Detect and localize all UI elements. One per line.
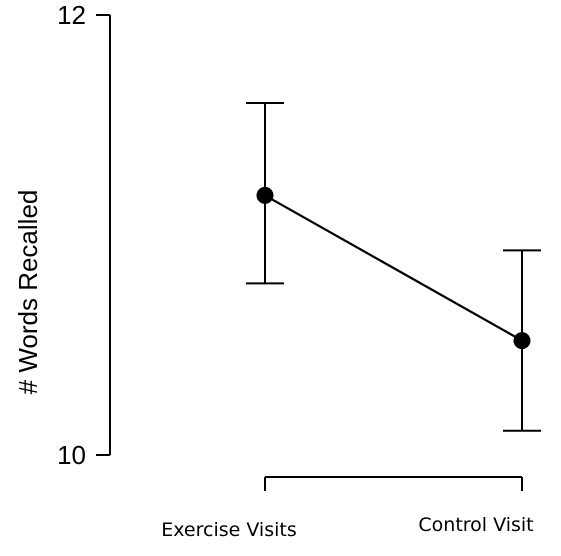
y-tick-label-top: 12: [57, 0, 86, 30]
x-category-label-1: Exercise Visits: [161, 519, 297, 541]
data-point-1: [256, 186, 274, 204]
y-tick-label-bottom: 10: [57, 440, 86, 470]
series-line: [264, 194, 523, 342]
data-marks: [246, 102, 541, 432]
data-point-2: [513, 332, 531, 350]
x-category-label-2: Control Visit: [418, 514, 533, 536]
y-axis-label: # Words Recalled: [13, 190, 43, 395]
